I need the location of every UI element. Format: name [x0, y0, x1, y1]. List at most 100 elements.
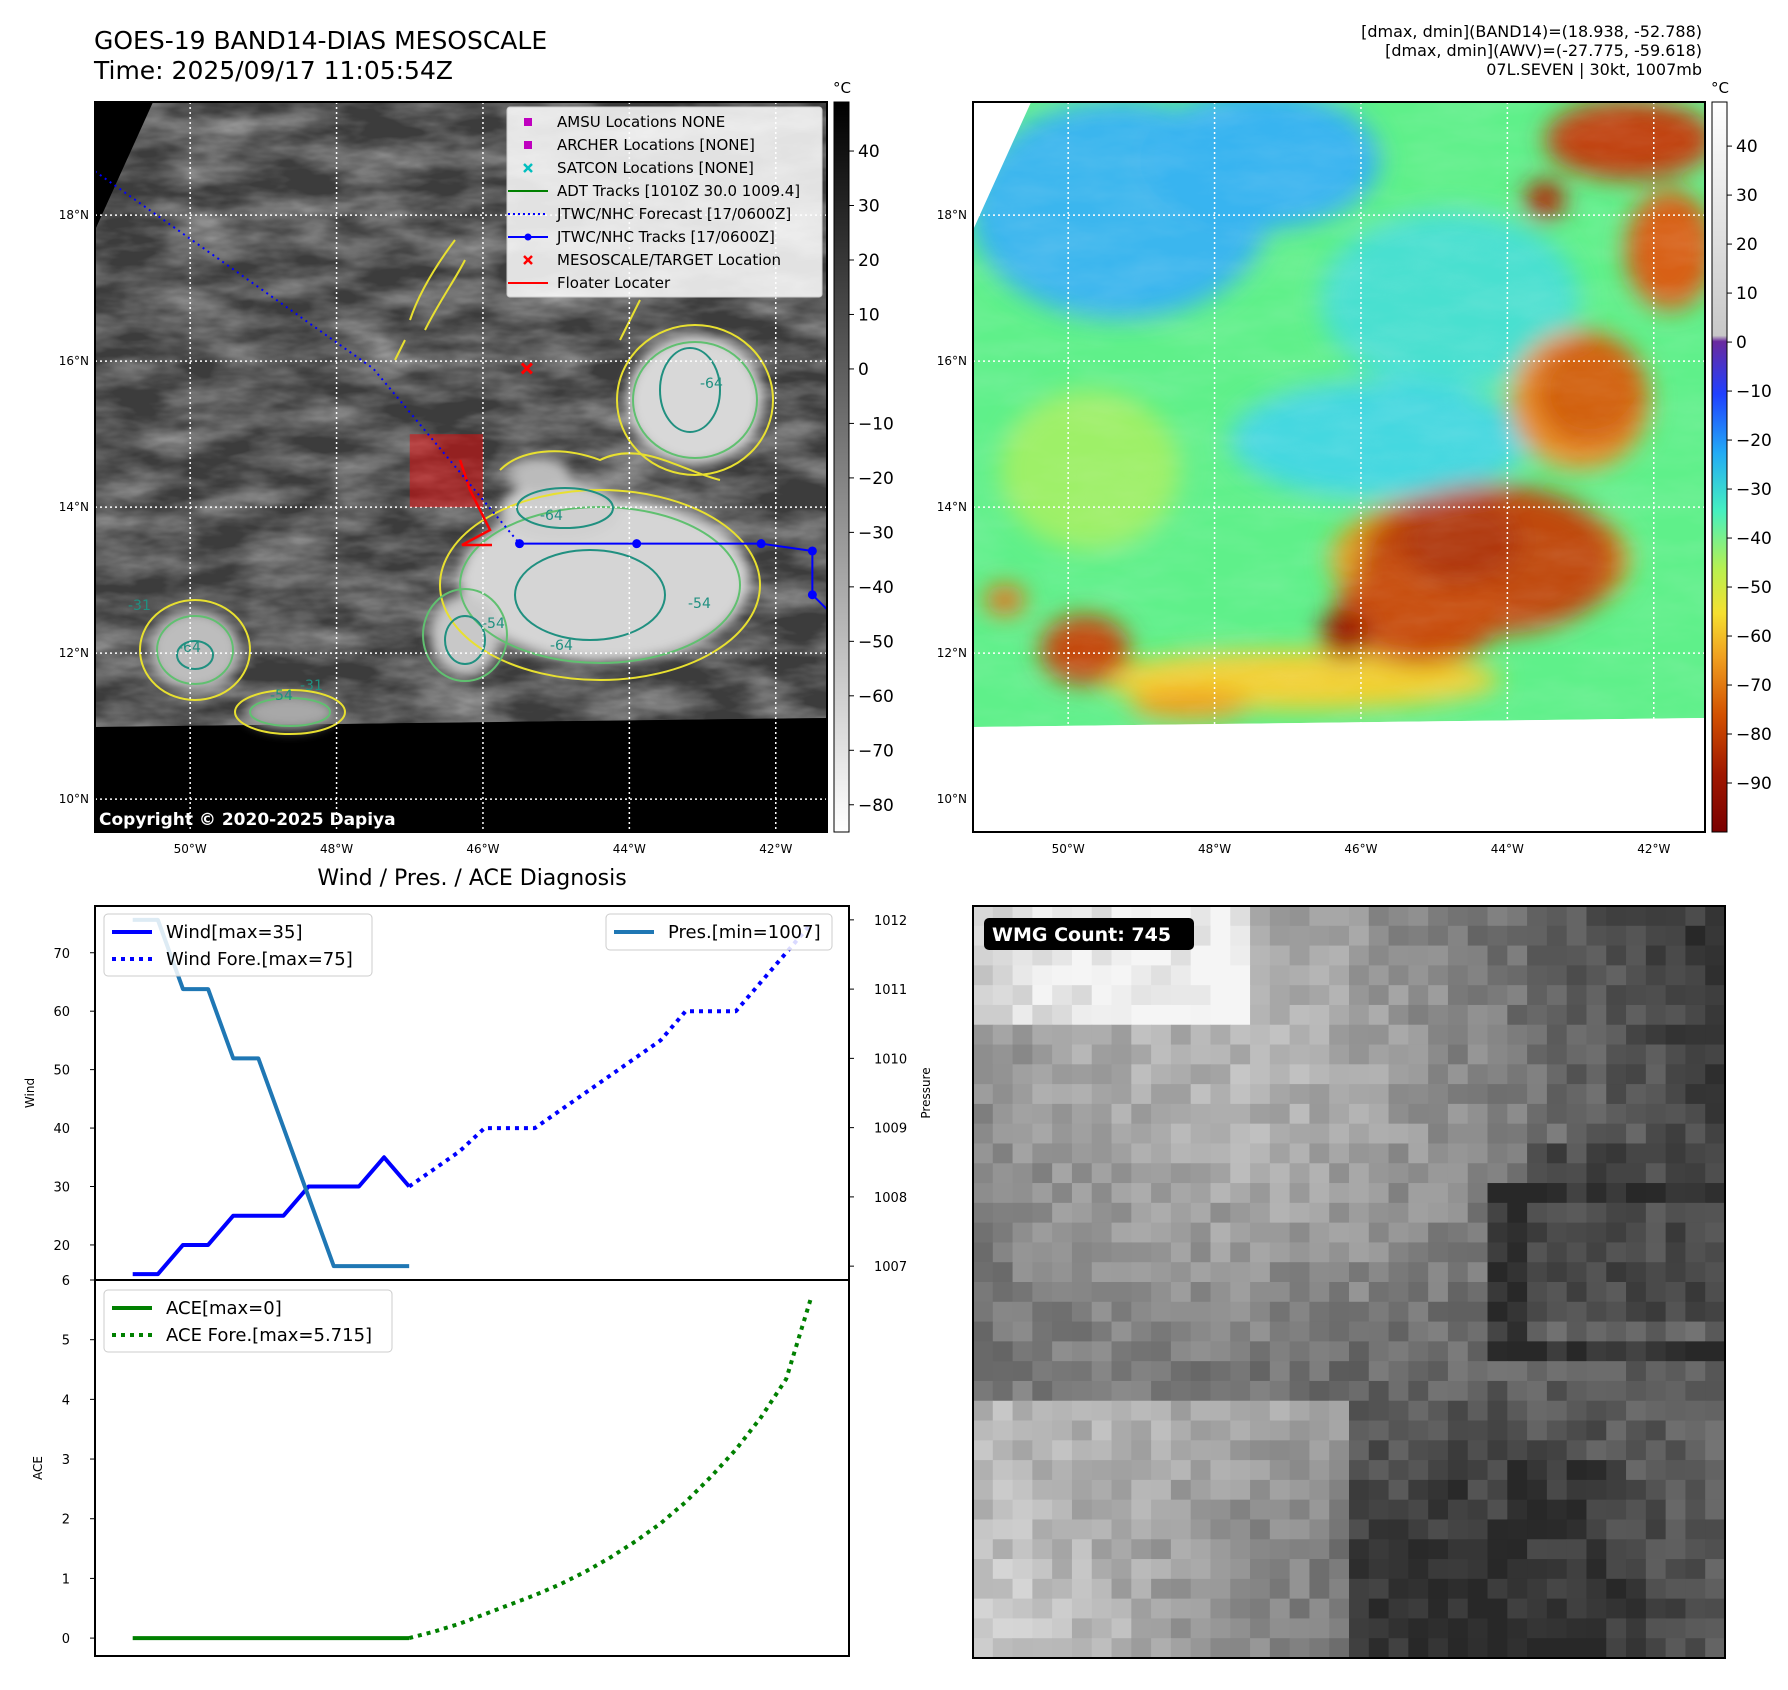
colorbar-tick-label: −10: [858, 414, 894, 434]
contour-label: -31: [300, 678, 323, 694]
lon-tick-label: 50°W: [1052, 842, 1085, 856]
ace-y-tick-label: 2: [62, 1513, 70, 1528]
colorbar-tick-label: −60: [1736, 627, 1772, 647]
ir-panel: -64 -64 -64 -54 -54 -54 -64 -31 -31 Copy…: [59, 101, 828, 856]
colorbar-tick-label: −10: [1736, 382, 1772, 402]
lon-tick-label: 48°W: [1198, 842, 1231, 856]
ace-legend: ACE[max=0] ACE Fore.[max=5.715]: [103, 1289, 393, 1353]
legend-item: JTWC/NHC Tracks [17/0600Z]: [508, 228, 775, 246]
colorbar-tick-label: −40: [858, 578, 894, 598]
awv-colorbar-bar: [1711, 101, 1728, 833]
legend-item: SATCON Locations [NONE]: [523, 159, 754, 177]
contour-label: -54: [482, 616, 505, 632]
nhc-track-point: [807, 590, 817, 600]
colorbar-tick-label: 30: [1736, 186, 1758, 206]
wmg-label-box: [984, 918, 1194, 950]
forecast-track-line: [95, 170, 521, 545]
ace-y-tick-label: 1: [62, 1572, 70, 1587]
colorbar-tick-label: −70: [1736, 676, 1772, 696]
colorbar-tick-label: 0: [1736, 333, 1747, 353]
awv-panel: 18°N 16°N 14°N 12°N 10°N 50°W 48°W 46°W 44°W 42°W: [937, 101, 1706, 856]
contour-label: -64: [540, 508, 563, 524]
colorbar-tick-label: 10: [1736, 284, 1758, 304]
lon-tick-label: 48°W: [320, 842, 353, 856]
series-line-ace-fore: [408, 1296, 814, 1641]
ir-image: -64 -64 -64 -54 -54 -54 -64 -31 -31: [95, 102, 827, 832]
legend-square-marker: [524, 141, 532, 149]
wind-legend-label: Wind[max=35]: [166, 922, 303, 943]
ace-y-tick-label: 3: [62, 1453, 70, 1468]
ace-fore-legend-label: ACE Fore.[max=5.715]: [166, 1325, 372, 1346]
lon-tick-label: 46°W: [1344, 842, 1377, 856]
contour-label: -54: [270, 688, 293, 704]
awv-colorbar: °C 40 30 20 10 0 −10 −20 −30 −40 −50 −60 −70 −80 −90: [1711, 79, 1772, 833]
legend-dot-marker: [524, 233, 532, 241]
title-line-1: GOES-19 BAND14-DIAS MESOSCALE: [94, 26, 548, 55]
wind-y-label: Wind: [23, 1078, 37, 1108]
wind-chart: Wind / Pres. / ACE Diagnosis 20 30 40 50 60 7…: [23, 866, 933, 1281]
lat-tick-label: 18°N: [59, 208, 89, 222]
target-location-marker: [520, 362, 533, 375]
legend-square-marker: [524, 118, 532, 126]
colorbar-tick-label: 20: [1736, 235, 1758, 255]
legend-item: JTWC/NHC Forecast [17/0600Z]: [508, 205, 791, 223]
figure-title: GOES-19 BAND14-DIAS MESOSCALE Time: 2025…: [94, 26, 547, 86]
wind-legend: Wind[max=35] Wind Fore.[max=75]: [103, 913, 373, 977]
pres-legend-box: [605, 913, 833, 951]
lon-tick-label: 42°W: [759, 842, 792, 856]
colorbar-tick-label: −80: [858, 796, 894, 816]
awv-axis-labels: 18°N 16°N 14°N 12°N 10°N 50°W 48°W 46°W 44°W 42°W: [937, 208, 1671, 856]
ace-y-tick-label: 6: [62, 1274, 70, 1289]
wind-chart-title: Wind / Pres. / ACE Diagnosis: [317, 866, 626, 891]
legend-item: ARCHER Locations [NONE]: [524, 136, 755, 154]
wind-y-tick-label: 20: [53, 1239, 70, 1254]
wind-y-ticks: 20 30 40 50 60 70: [53, 947, 95, 1254]
lat-tick-label: 14°N: [59, 500, 89, 514]
ace-chart: 0 1 2 3 4 5 6 ACE ACE[max=0] ACE Fore.[max=5.7…: [31, 1274, 850, 1657]
nhc-track-point: [632, 539, 642, 549]
pressure-y-tick-label: 1011: [874, 983, 907, 998]
lon-tick-label: 44°W: [613, 842, 646, 856]
colorbar-tick-label: −70: [858, 741, 894, 761]
lat-tick-label: 14°N: [937, 500, 967, 514]
pressure-y-ticks: 1007 1008 1009 1010 1011 1012: [849, 914, 907, 1275]
colorbar-tick-label: −60: [858, 687, 894, 707]
lat-tick-label: 10°N: [937, 792, 967, 806]
pressure-y-tick-label: 1009: [874, 1122, 907, 1137]
contour-label: -64: [550, 638, 573, 654]
legend-item: MESOSCALE/TARGET Location: [523, 251, 781, 269]
lon-tick-label: 44°W: [1491, 842, 1524, 856]
colorbar-tick-label: 0: [858, 360, 869, 380]
lat-tick-label: 18°N: [937, 208, 967, 222]
colorbar-tick-label: 40: [1736, 137, 1758, 157]
legend-label: ARCHER Locations [NONE]: [557, 136, 755, 154]
ir-axis-labels: 18°N 16°N 14°N 12°N 10°N 50°W 48°W 46°W 44°W 42°W: [59, 208, 793, 856]
ir-contour-labels: -64 -64 -64 -54 -54 -54 -64 -31 -31: [128, 376, 723, 704]
nhc-track-point: [515, 539, 525, 549]
contour-label: -54: [688, 596, 711, 612]
contour-label: -31: [128, 598, 151, 614]
legend-label: JTWC/NHC Tracks [17/0600Z]: [556, 228, 775, 246]
colorbar-tick-label: −30: [858, 523, 894, 543]
colorbar-tick-label: 40: [858, 142, 880, 162]
colorbar-tick-label: −90: [1736, 774, 1772, 794]
lon-tick-label: 42°W: [1637, 842, 1670, 856]
info-line-3: 07L.SEVEN | 30kt, 1007mb: [1486, 60, 1702, 79]
awv-gridlines: [973, 102, 1705, 832]
awv-panel-frame: [972, 101, 1706, 833]
awv-colorbar-unit: °C: [1711, 79, 1729, 97]
target-x-stroke: [520, 362, 533, 375]
ir-panel-frame: [94, 101, 828, 833]
ace-y-tick-label: 4: [62, 1393, 70, 1408]
ace-y-ticks: 0 1 2 3 4 5 6: [62, 1274, 95, 1647]
ace-y-tick-label: 0: [62, 1632, 70, 1647]
series-line-wind-fore: [408, 922, 813, 1189]
copyright-text: Copyright © 2020-2025 Dapiya: [99, 810, 396, 830]
series-line-wind: [132, 1155, 411, 1277]
colorbar-tick-label: −20: [858, 469, 894, 489]
legend-label: MESOSCALE/TARGET Location: [557, 251, 781, 269]
colorbar-tick-label: −50: [858, 632, 894, 652]
wind-fore-legend-label: Wind Fore.[max=75]: [166, 949, 353, 970]
lon-tick-label: 50°W: [174, 842, 207, 856]
lat-tick-label: 12°N: [59, 646, 89, 660]
